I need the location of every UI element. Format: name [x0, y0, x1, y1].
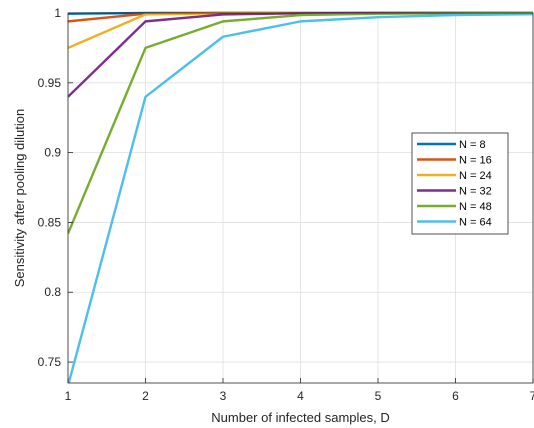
y-tick-label: 0.8: [44, 285, 61, 299]
x-tick-label: 7: [530, 389, 534, 403]
legend-label: N = 24: [459, 170, 492, 182]
y-tick-label: 0.95: [38, 76, 62, 90]
y-tick-label: 0.85: [38, 215, 62, 229]
y-axis-ticks: 0.75 0.8 0.85 0.9 0.95 1: [38, 6, 73, 369]
x-tick-label: 6: [452, 389, 459, 403]
x-axis-label: Number of infected samples, D: [211, 410, 389, 425]
legend-label: N = 16: [459, 155, 492, 167]
legend-box: [411, 132, 509, 235]
y-tick-label: 0.9: [44, 146, 61, 160]
x-tick-label: 3: [220, 389, 227, 403]
x-tick-label: 4: [297, 389, 304, 403]
y-tick-label: 0.75: [38, 355, 62, 369]
x-tick-label: 5: [375, 389, 382, 403]
legend-label: N = 48: [459, 201, 492, 213]
legend-label: N = 64: [459, 217, 492, 229]
y-axis-label: Sensitivity after pooling dilution: [12, 109, 27, 288]
y-tick-label: 1: [54, 6, 61, 20]
x-tick-label: 2: [142, 389, 149, 403]
legend-label: N = 8: [459, 139, 486, 151]
x-axis-ticks: 1 2 3 4 5 6 7: [65, 378, 534, 403]
legend: N = 8 N = 16 N = 24 N = 32 N = 48 N = 64: [411, 132, 509, 235]
legend-label: N = 32: [459, 186, 492, 198]
series-line-5: [68, 12, 533, 383]
x-tick-label: 1: [65, 389, 72, 403]
